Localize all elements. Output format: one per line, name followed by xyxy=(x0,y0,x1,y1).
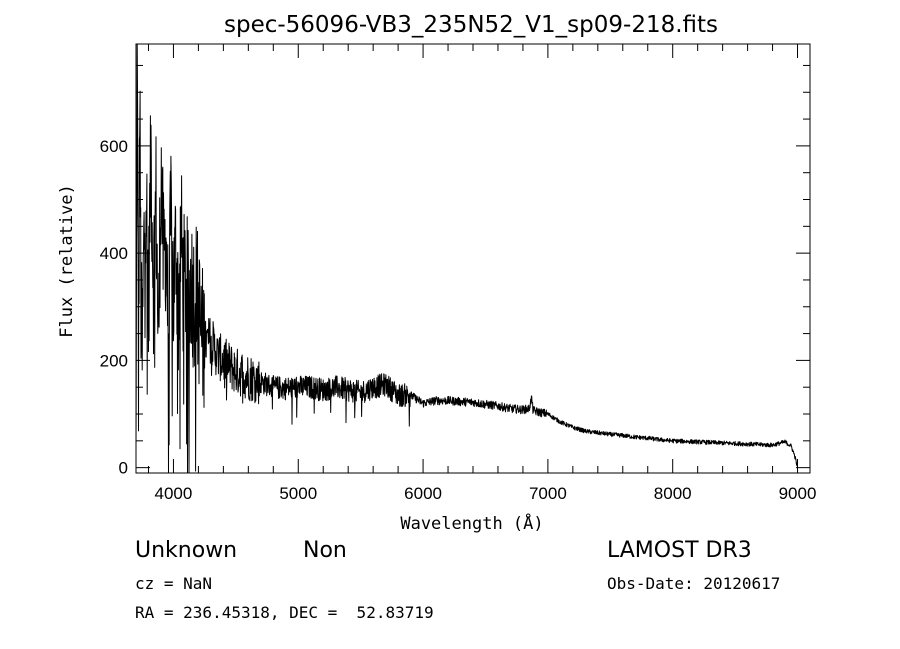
x-tick-label: 5000 xyxy=(279,484,317,503)
y-axis-label: Flux (relative) xyxy=(57,184,77,338)
obs-date: Obs-Date: 20120617 xyxy=(607,574,781,593)
y-tick-labels: 0 200 400 600 xyxy=(100,137,128,478)
y-tick-label: 400 xyxy=(100,244,128,263)
x-tick-label: 4000 xyxy=(155,484,193,503)
y-tick-label: 600 xyxy=(100,137,128,156)
x-tick-label: 7000 xyxy=(529,484,567,503)
survey-name: LAMOST DR3 xyxy=(607,538,752,563)
chart-title: spec-56096-VB3_235N52_V1_sp09-218.fits xyxy=(224,12,718,38)
object-class: Unknown xyxy=(135,538,238,563)
x-tick-label: 8000 xyxy=(654,484,692,503)
x-tick-labels: 4000 5000 6000 7000 8000 9000 xyxy=(155,484,817,503)
major-ticks xyxy=(136,44,810,473)
y-tick-label: 200 xyxy=(100,351,128,370)
object-subclass: Non xyxy=(303,538,347,563)
x-tick-label: 6000 xyxy=(404,484,442,503)
y-tick-label: 0 xyxy=(119,459,128,478)
minor-ticks xyxy=(136,44,810,473)
plot-frame xyxy=(135,43,811,474)
redshift-readout: cz = NaN xyxy=(135,574,213,593)
spectrum-line xyxy=(135,43,798,474)
x-tick-label: 9000 xyxy=(779,484,817,503)
coordinates-readout: RA = 236.45318, DEC = 52.83719 xyxy=(135,603,434,622)
x-axis-label: Wavelength (Å) xyxy=(400,512,543,534)
